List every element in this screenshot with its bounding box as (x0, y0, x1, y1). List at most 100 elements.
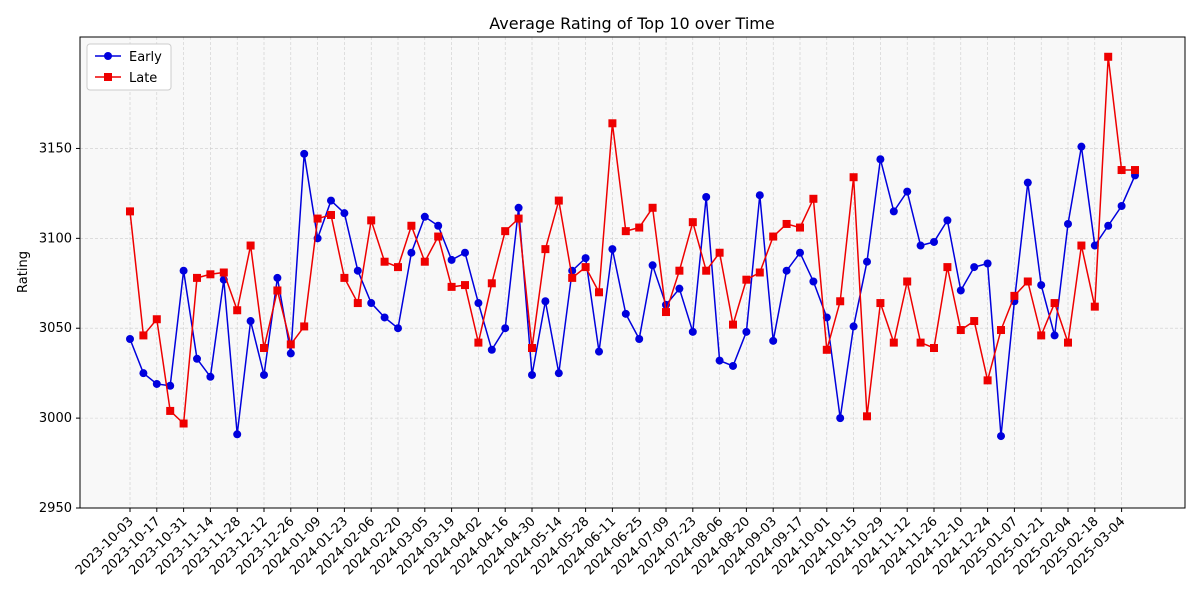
data-point (621, 227, 630, 236)
data-point (1010, 291, 1019, 300)
legend-label: Early (129, 50, 162, 65)
data-point (407, 248, 416, 257)
data-point (796, 248, 804, 257)
data-point (233, 306, 242, 315)
data-point (595, 288, 603, 297)
data-point (367, 299, 376, 308)
data-point (983, 259, 992, 268)
data-point (233, 430, 242, 439)
data-point (662, 308, 670, 317)
data-point (286, 349, 295, 358)
data-point (983, 376, 992, 385)
data-point (1037, 281, 1046, 290)
data-point (822, 345, 831, 354)
data-point (474, 338, 483, 347)
data-point (903, 187, 912, 196)
data-point (487, 279, 496, 288)
data-point (782, 219, 791, 228)
data-point (246, 317, 255, 326)
data-point (903, 277, 912, 286)
data-point (1077, 241, 1086, 250)
data-point (447, 282, 456, 291)
data-point (380, 313, 389, 322)
data-point (635, 335, 644, 344)
data-point (769, 336, 778, 345)
data-point (246, 241, 255, 250)
data-point (273, 273, 282, 282)
data-point (340, 209, 349, 218)
data-point (1104, 52, 1113, 61)
data-point (889, 207, 898, 216)
data-point (876, 155, 885, 164)
data-point (997, 432, 1005, 441)
data-point (635, 223, 644, 232)
data-point (166, 381, 175, 390)
data-point (327, 196, 335, 205)
y-axis-label: Rating (16, 251, 31, 293)
data-point (943, 216, 952, 225)
data-point (702, 192, 711, 201)
data-point (380, 257, 389, 266)
data-point (796, 223, 804, 232)
data-point (648, 261, 657, 270)
plot-frame (79, 36, 1186, 509)
data-point (514, 214, 523, 223)
data-point (104, 73, 112, 81)
data-point (916, 338, 925, 347)
data-point (755, 268, 764, 277)
data-point (863, 257, 871, 266)
data-point (193, 273, 201, 282)
data-point (554, 196, 563, 205)
legend-label: Late (129, 71, 157, 86)
data-point (1117, 166, 1126, 175)
data-point (528, 344, 536, 353)
data-point (849, 173, 858, 182)
data-point (1104, 221, 1113, 230)
data-point (970, 317, 979, 326)
data-point (193, 354, 201, 363)
data-point (1023, 178, 1032, 187)
data-point (1037, 331, 1046, 340)
data-point (300, 149, 309, 158)
data-point (702, 266, 711, 275)
data-point (474, 299, 483, 308)
data-point (930, 344, 938, 353)
data-point (541, 297, 550, 306)
data-point (595, 347, 603, 356)
data-point (1090, 241, 1099, 250)
data-point (554, 369, 563, 378)
data-point (1064, 338, 1072, 347)
data-point (742, 327, 751, 336)
data-point (648, 203, 657, 212)
data-point (126, 207, 134, 216)
data-point (179, 266, 188, 275)
data-point (353, 266, 362, 275)
y-tick-label: 3000 (39, 411, 72, 426)
data-point (340, 273, 349, 282)
data-point (541, 245, 550, 254)
y-tick-label: 3050 (39, 321, 72, 336)
data-point (300, 322, 309, 331)
data-point (836, 297, 845, 306)
data-point (461, 281, 469, 290)
data-point (1050, 331, 1059, 340)
data-point (367, 216, 376, 225)
data-point (104, 52, 112, 60)
data-point (420, 212, 429, 221)
data-point (809, 194, 818, 203)
data-point (568, 273, 577, 282)
data-point (152, 379, 161, 388)
data-point (889, 338, 898, 347)
data-point (715, 356, 724, 365)
data-point (501, 227, 510, 236)
series-line (129, 56, 1135, 426)
data-point (715, 248, 724, 257)
data-point (1131, 166, 1139, 175)
data-point (836, 414, 845, 423)
data-point (434, 232, 443, 241)
data-point (394, 324, 402, 333)
data-point (675, 284, 684, 293)
data-point (930, 237, 938, 246)
data-point (447, 255, 456, 264)
data-point (863, 412, 871, 421)
